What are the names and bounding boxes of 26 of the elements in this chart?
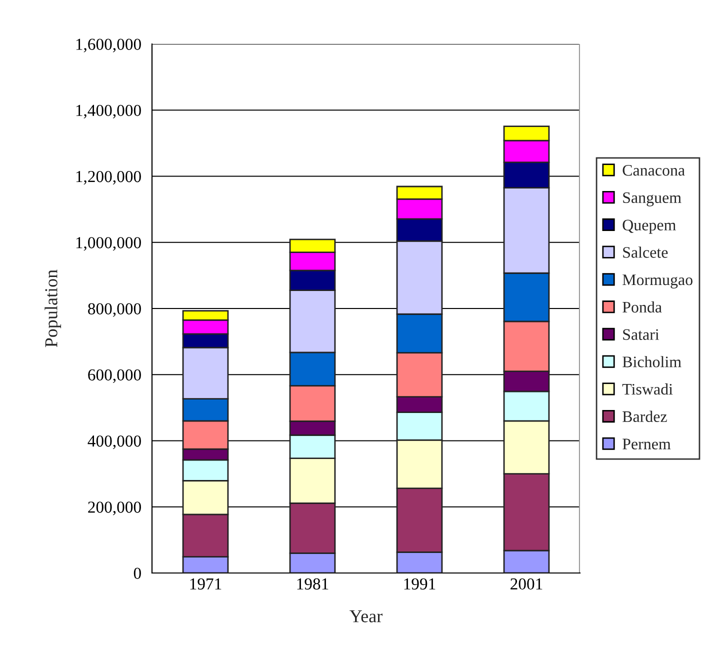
legend-label: Satari <box>623 329 660 340</box>
y-tick-label: 800,000 <box>88 303 141 317</box>
legend-label: Bardez <box>622 410 667 422</box>
x-axis-title: Year <box>350 610 382 622</box>
x-tick-label: 1971 <box>190 578 222 590</box>
legend-label: Bicholim <box>622 356 682 368</box>
legend-label: Ponda <box>622 301 662 313</box>
y-tick-label: 1,600,000 <box>76 38 141 52</box>
y-tick-label: 200,000 <box>88 502 141 516</box>
y-tick-label: 600,000 <box>88 369 141 383</box>
y-tick-label: 1,000,000 <box>76 237 141 251</box>
y-tick-label: 400,000 <box>88 435 141 450</box>
legend-label: Canacona <box>622 164 685 176</box>
x-tick-label: 1991 <box>404 578 436 590</box>
legend-label: Quepem <box>622 220 676 234</box>
legend-label: Tiswadi <box>622 383 673 395</box>
x-tick-label: 2001 <box>510 578 542 590</box>
legend-label: Sanguem <box>623 192 682 206</box>
y-tick-label: 1,400,000 <box>76 104 141 118</box>
legend-label: Pernem <box>622 438 671 450</box>
y-tick-label: 1,200,000 <box>76 170 141 185</box>
x-tick-label: 1981 <box>297 578 328 590</box>
legend-label: Salcete <box>623 246 668 258</box>
y-axis-title: Population <box>44 270 62 348</box>
y-tick-label: 0 <box>134 568 141 579</box>
legend-label: Mormugao <box>622 274 692 288</box>
